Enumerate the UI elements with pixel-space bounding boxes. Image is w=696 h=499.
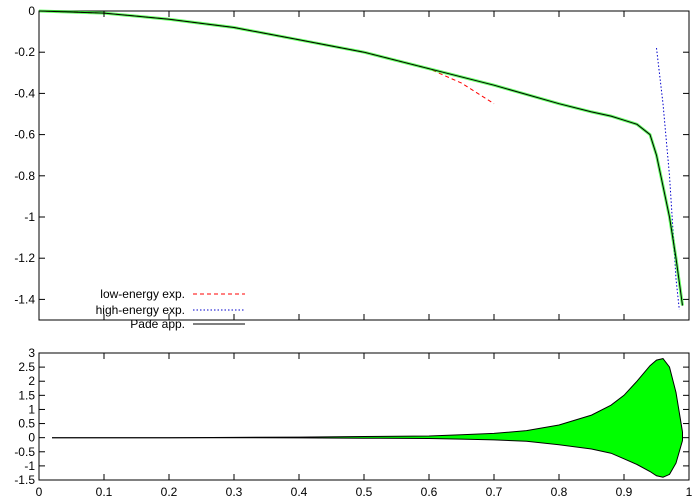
top-y-tick-label: -1.2: [14, 251, 35, 265]
pade-error-band: [38, 9, 684, 306]
top-y-tick-label: -0.6: [14, 128, 35, 142]
bottom-x-tick-label: 0.2: [161, 485, 178, 499]
series-line-2: [38, 10, 683, 306]
top-y-tick-label: -0.8: [14, 169, 35, 183]
bottom-y-tick-label: 1: [28, 402, 35, 416]
bottom-y-tick-label: -1: [24, 459, 35, 473]
legend-label-pade: Pade app.: [130, 317, 185, 331]
top-y-axis: 0 -0.2 -0.4 -0.6 -0.8 -1 -1.2 -1.4: [14, 4, 689, 306]
bottom-y-tick-label: 0.5: [18, 417, 35, 431]
bottom-x-tick-label: 0.7: [486, 485, 503, 499]
bottom-y-tick-label: 2.5: [18, 360, 35, 374]
bottom-x-tick-label: 0.9: [616, 485, 633, 499]
top-y-tick-label: -1: [24, 210, 35, 224]
bottom-y-tick-label: -1.5: [14, 473, 35, 487]
bottom-x-axis: 0 0.1 0.2 0.3 0.4 0.5 0.6 0.7 0.8 0.9 1: [36, 11, 693, 499]
legend-label-low: low-energy exp.: [100, 287, 185, 301]
error-band-area: [52, 358, 683, 478]
bottom-y-tick-label: 0: [28, 431, 35, 445]
top-y-tick-label: -1.4: [14, 292, 35, 306]
bottom-panel: 32.521.510.50-0.5-1-1.5 0 0.1 0.2 0.3 0.4 0.5…: [14, 11, 693, 499]
bottom-x-tick-label: 0: [36, 485, 43, 499]
top-y-tick-label: -0.4: [14, 86, 35, 100]
bottom-x-tick-label: 0.5: [356, 485, 373, 499]
bottom-x-tick-label: 0.8: [551, 485, 568, 499]
legend: low-energy exp. high-energy exp. Pade ap…: [96, 287, 245, 331]
bottom-x-tick-label: 1: [686, 485, 693, 499]
bottom-y-tick-label: 3: [28, 346, 35, 360]
series-line-0: [38, 10, 495, 105]
top-series-group: [38, 9, 684, 310]
top-plot-frame: [38, 10, 690, 321]
bottom-x-tick-label: 0.1: [96, 485, 113, 499]
top-panel: 0 -0.2 -0.4 -0.6 -0.8 -1 -1.2 -1.4 low-energy e…: [14, 4, 690, 331]
bottom-y-tick-label: 1.5: [18, 388, 35, 402]
series-line-1: [656, 48, 680, 310]
top-y-tick-label: 0: [28, 4, 35, 18]
top-y-tick-label: -0.2: [14, 45, 35, 59]
bottom-y-axis: 32.521.510.50-0.5-1-1.5: [14, 346, 689, 487]
legend-label-high: high-energy exp.: [96, 303, 185, 317]
error-band-lower-line: [52, 437, 683, 478]
bottom-x-tick-label: 0.3: [226, 485, 243, 499]
bottom-x-tick-label: 0.4: [291, 485, 308, 499]
bottom-y-tick-label: -0.5: [14, 445, 35, 459]
bottom-series-group: [52, 358, 683, 478]
bottom-x-tick-label: 0.6: [421, 485, 438, 499]
bottom-y-tick-label: 2: [28, 374, 35, 388]
